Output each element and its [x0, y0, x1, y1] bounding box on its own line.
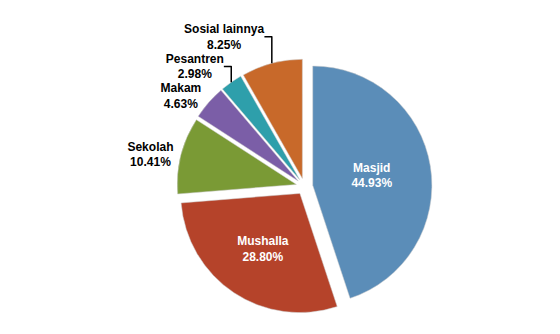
svg-text:Sekolah10.41%: Sekolah10.41% — [127, 140, 173, 170]
svg-text:Pesantren2.98%: Pesantren2.98% — [166, 52, 224, 82]
svg-text:Masjid44.93%: Masjid44.93% — [351, 161, 392, 191]
svg-text:Makam4.63%: Makam4.63% — [161, 81, 202, 111]
svg-text:Mushalla28.80%: Mushalla28.80% — [237, 234, 289, 264]
svg-text:Sosial lainnya8.25%: Sosial lainnya8.25% — [184, 22, 264, 52]
